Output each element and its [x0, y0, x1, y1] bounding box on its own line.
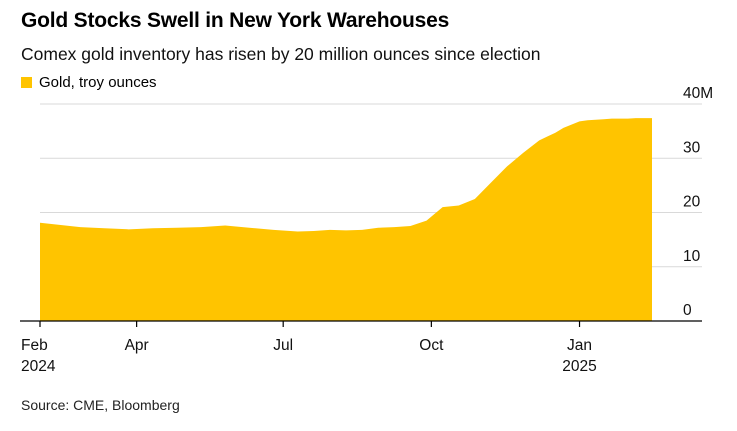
- legend-label: Gold, troy ounces: [39, 74, 157, 91]
- chart-subtitle: Comex gold inventory has risen by 20 mil…: [21, 44, 541, 64]
- y-tick-label: 10: [683, 248, 701, 265]
- chart-title: Gold Stocks Swell in New York Warehouses: [21, 9, 450, 32]
- tick-labels: Feb 2024 Apr Jul Oct Jan 2025 0 10 20 30 40M: [21, 85, 713, 375]
- x-tick-label: Apr: [125, 337, 149, 354]
- x-tick-year-label: 2025: [562, 358, 596, 375]
- legend-swatch: [21, 77, 32, 88]
- x-tick-label: Oct: [419, 337, 444, 354]
- axes: [20, 320, 702, 327]
- series-layer: [40, 118, 652, 321]
- y-tick-label: 0: [683, 302, 692, 319]
- y-tick-label: 20: [683, 194, 701, 211]
- area-series-0: [40, 118, 652, 321]
- x-tick-label: Jul: [273, 337, 293, 354]
- x-tick-year-label: 2024: [21, 358, 56, 375]
- source-note: Source: CME, Bloomberg: [21, 397, 180, 413]
- legend: Gold, troy ounces: [21, 74, 157, 91]
- x-tick-label: Feb: [21, 337, 48, 354]
- y-tick-label: 40M: [683, 85, 713, 102]
- y-tick-label: 30: [683, 139, 701, 156]
- x-tick-label: Jan: [567, 337, 592, 354]
